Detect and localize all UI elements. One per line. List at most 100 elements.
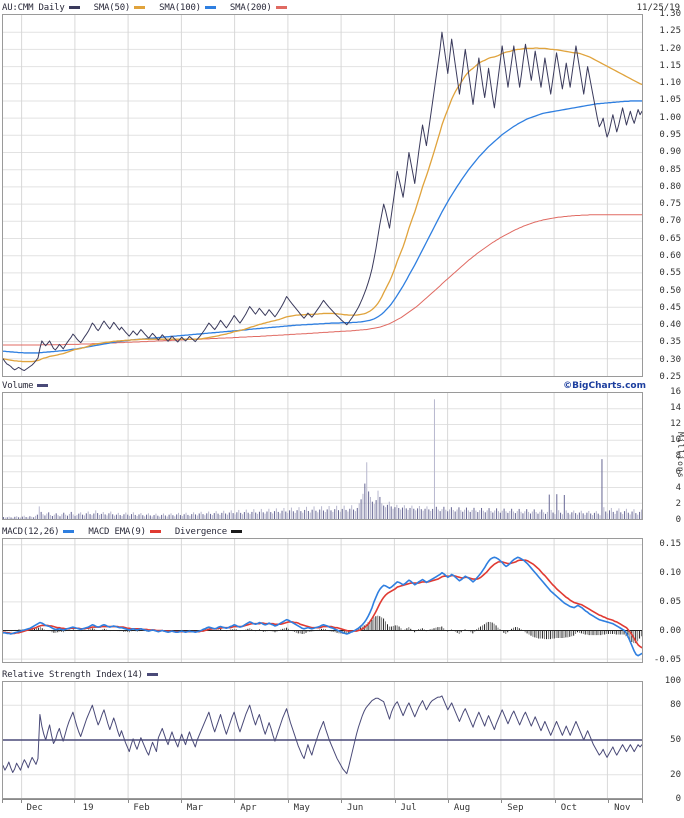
legend-item-symbol: AU:CMM Daily (2, 3, 80, 14)
legend-item-divergence: Divergence (175, 527, 242, 538)
macd-ema-swatch (149, 530, 161, 533)
y-tick-label: 0.65 (659, 233, 681, 244)
y-tick-label: 1.30 (659, 9, 681, 19)
sma50-label: SMA(50) (93, 3, 131, 13)
x-tick-label: Oct (560, 803, 578, 813)
x-tick-mark (608, 799, 610, 803)
x-tick-label: May (293, 803, 310, 813)
rsi-y-axis: 100 80 50 20 0 (643, 676, 683, 804)
y-tick-label: 0.55 (659, 268, 681, 279)
y-tick-label: 2 (675, 499, 681, 509)
price-plot-area (3, 15, 642, 376)
rsi-plot-area (3, 682, 642, 798)
sma100-swatch (204, 6, 216, 9)
y-tick-label: 0.90 (659, 147, 681, 158)
sma200-swatch (275, 6, 287, 9)
price-chart-legend: AU:CMM Daily SMA(50) SMA(100) SMA(200) (2, 3, 301, 14)
price-plot-panel[interactable] (2, 14, 643, 377)
x-tick-label: Dec (26, 803, 43, 813)
price-svg (3, 15, 642, 376)
volume-plot-area (3, 393, 642, 519)
rsi-svg (3, 682, 642, 798)
x-tick-label: 19 (82, 803, 94, 813)
y-tick-label: 16 (670, 387, 681, 397)
y-tick-label: 0.80 (659, 181, 681, 192)
x-tick-mark (448, 799, 449, 803)
x-tick-label: Jun (347, 803, 364, 813)
macd-swatch (63, 530, 75, 533)
y-tick-label: 0.05 (659, 597, 681, 607)
divergence-label: Divergence (174, 527, 227, 537)
y-tick-label: 0.00 (659, 626, 681, 636)
legend-item-sma50: SMA(50) (94, 3, 146, 14)
macd-plot-panel[interactable] (2, 538, 643, 663)
legend-item-macd-ema: MACD EMA(9) (88, 527, 161, 538)
symbol-swatch (68, 6, 80, 9)
legend-item-macd: MACD(12,26) (2, 527, 75, 538)
y-tick-label: 50 (670, 735, 681, 745)
y-tick-label: 0.25 (659, 372, 681, 382)
macd-label: MACD(12,26) (2, 527, 60, 537)
macd-plot-area (3, 539, 642, 662)
y-tick-label: 0.45 (659, 302, 681, 313)
x-axis: Dec 19 Feb Mar Apr May Jun Jul Aug Sep Oct Nov (2, 799, 643, 817)
x-tick-label: Jul (400, 803, 417, 813)
x-tick-label: Feb (133, 803, 150, 813)
y-tick-label: 0.50 (659, 285, 681, 296)
y-tick-label: 1.05 (659, 95, 681, 106)
legend-item-sma200: SMA(200) (230, 3, 287, 14)
y-tick-label: 1.00 (659, 112, 681, 123)
x-axis-line (2, 799, 643, 803)
sma100-label: SMA(100) (159, 3, 201, 13)
y-tick-label: 10 (670, 435, 681, 445)
symbol-label: AU:CMM Daily (2, 3, 65, 13)
volume-axis-title: Millions (676, 432, 684, 479)
x-tick-mark (180, 799, 182, 803)
x-tick-label: Nov (614, 803, 631, 813)
y-tick-label: 0.40 (659, 320, 681, 331)
macd-y-axis: 0.15 0.10 0.05 0.00 -0.05 (643, 538, 683, 666)
y-tick-label: 0.85 (659, 164, 681, 175)
y-tick-label: 20 (670, 770, 681, 781)
volume-swatch (37, 384, 49, 387)
divergence-swatch (231, 530, 242, 533)
y-tick-label: 0 (675, 515, 681, 525)
x-tick-label: Sep (507, 803, 524, 813)
y-tick-label: 4 (675, 483, 681, 493)
volume-plot-panel[interactable] (2, 392, 643, 520)
y-tick-label: 0.15 (659, 538, 681, 549)
sma200-label: SMA(200) (229, 3, 272, 13)
y-tick-label: 0 (675, 794, 681, 804)
rsi-plot-panel[interactable] (2, 681, 643, 799)
x-tick-mark (234, 799, 236, 803)
x-tick-label: Apr (240, 803, 257, 813)
volume-chart-legend: Volume (2, 381, 62, 392)
legend-item-volume: Volume (2, 381, 49, 392)
y-tick-label: 1.25 (659, 26, 681, 37)
y-tick-label: 1.10 (659, 78, 681, 89)
x-tick-label: Aug (453, 803, 471, 813)
x-tick-mark (394, 799, 396, 803)
price-y-axis: 1.30 1.25 1.20 1.15 1.10 1.05 1.00 0.95 0.90 0.85… (643, 9, 683, 382)
rsi-label: Relative Strength Index(14) (2, 670, 143, 680)
y-tick-label: 8 (675, 451, 681, 461)
volume-y-axis: 16 14 12 10 8 6 4 2 0 (643, 387, 683, 525)
y-tick-label: 0.30 (659, 354, 681, 365)
bigcharts-watermark: ©BigCharts.com (563, 381, 646, 391)
y-tick-label: 0.60 (659, 251, 681, 261)
y-tick-label: 12 (670, 419, 681, 429)
y-tick-label: -0.05 (653, 655, 681, 666)
y-tick-label: 0.10 (659, 567, 681, 578)
x-tick-mark (20, 799, 22, 803)
x-tick-mark (501, 799, 503, 803)
y-tick-label: 0.70 (659, 216, 681, 227)
y-tick-label: 0.95 (659, 130, 681, 140)
volume-svg (3, 393, 642, 519)
x-tick-mark (127, 799, 129, 803)
macd-ema-label: MACD EMA(9) (88, 527, 146, 537)
macd-chart-legend: MACD(12,26) MACD EMA(9) Divergence (2, 527, 256, 538)
macd-svg (3, 539, 642, 662)
x-tick-mark (74, 799, 76, 803)
y-tick-label: 1.20 (659, 43, 681, 54)
rsi-swatch (146, 673, 158, 676)
